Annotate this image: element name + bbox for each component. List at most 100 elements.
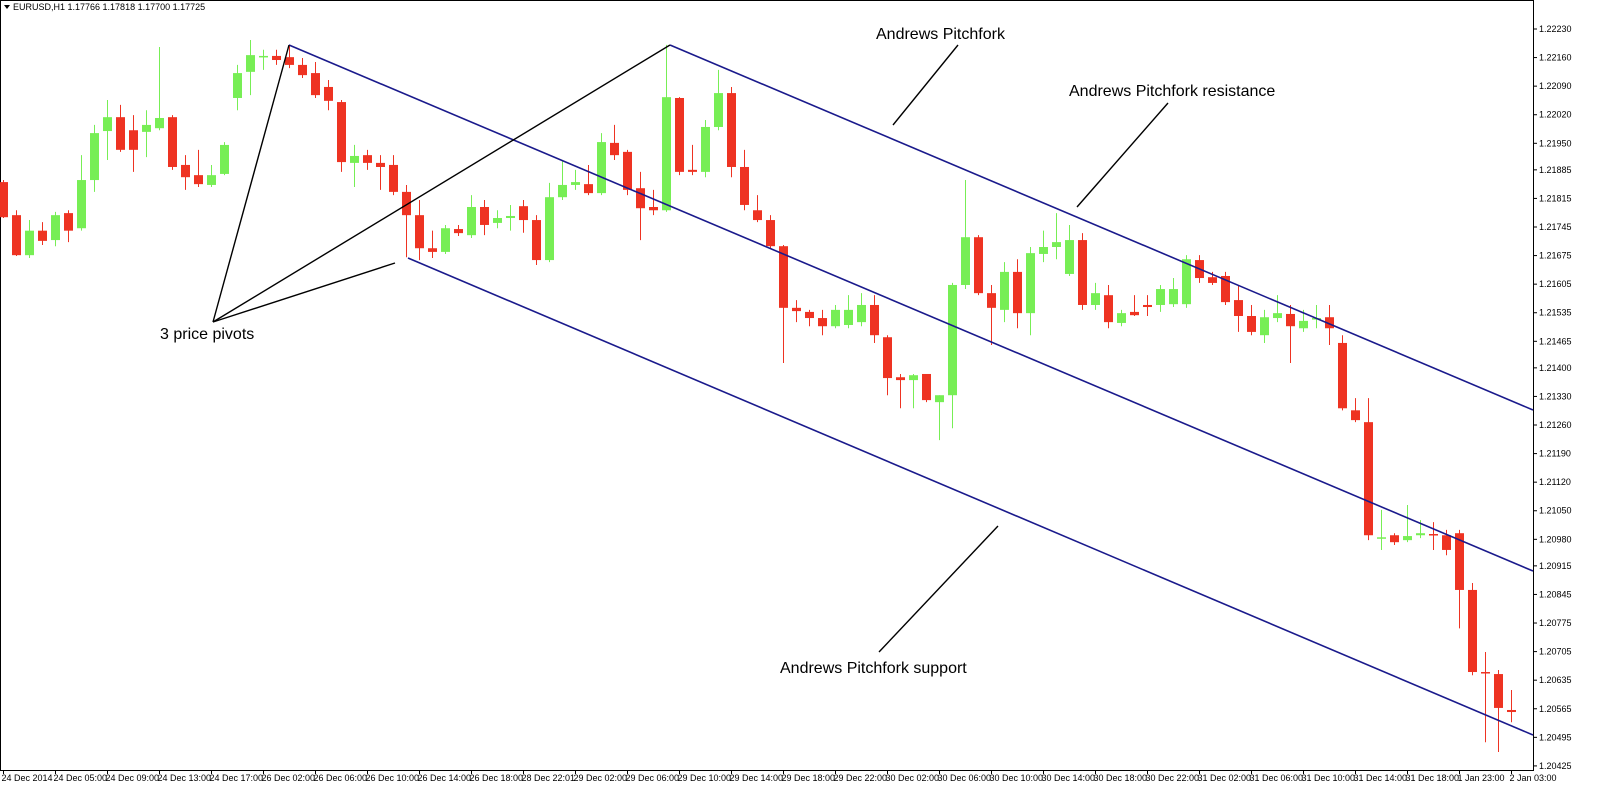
candle-body [857, 304, 866, 323]
candle-body [1221, 275, 1230, 303]
candle-body [272, 55, 281, 61]
candle-body [766, 220, 775, 247]
candle-body [1416, 533, 1425, 536]
candle-body [1442, 535, 1451, 550]
x-tick-label: 29 Dec 06:00 [626, 773, 680, 783]
y-tick-label: 1.21745 [1539, 222, 1572, 232]
y-tick-label: 1.21400 [1539, 363, 1572, 373]
y-tick-label: 1.20980 [1539, 534, 1572, 544]
candle-body [12, 215, 21, 256]
candle-body [597, 142, 606, 194]
x-tick-label: 30 Dec 06:00 [938, 773, 992, 783]
pitchfork [288, 44, 1534, 736]
candle-body [38, 230, 47, 241]
candle-body [129, 130, 138, 150]
x-tick-label: 31 Dec 02:00 [1198, 773, 1252, 783]
y-tick-label: 1.22230 [1539, 24, 1572, 34]
candle-body [870, 304, 879, 336]
plot-frame [0, 0, 1534, 771]
candle-body [1299, 320, 1308, 329]
candle-body [701, 126, 710, 172]
candle-body [519, 206, 528, 221]
candle-body [1052, 242, 1061, 248]
candle-body [376, 162, 385, 167]
candle-body [1390, 535, 1399, 543]
y-tick-label: 1.21535 [1539, 308, 1572, 318]
support-line [407, 257, 1534, 736]
candle-body [298, 64, 307, 76]
candle-body [402, 191, 411, 216]
y-tick-label: 1.21605 [1539, 279, 1572, 289]
x-tick-label: 24 Dec 13:00 [158, 773, 212, 783]
candle-body [142, 124, 151, 132]
candle-body [168, 117, 177, 167]
candle-body [155, 117, 164, 129]
resistance-line [669, 44, 1534, 411]
y-tick-label: 1.21120 [1539, 477, 1571, 487]
candle-body [454, 229, 463, 234]
pivot-line [212, 44, 290, 323]
candle-body [246, 55, 255, 72]
pointer-line [892, 44, 959, 126]
candle-body [181, 164, 190, 178]
x-tick-label: 24 Dec 05:00 [54, 773, 108, 783]
y-tick-label: 1.20425 [1539, 761, 1572, 771]
candle-body [883, 337, 892, 379]
candle-body [116, 117, 125, 150]
candle-body [584, 184, 593, 194]
candle-body [1208, 277, 1217, 283]
candle-body [1078, 240, 1087, 305]
y-tick-label: 1.22160 [1539, 53, 1572, 63]
candle-body [337, 102, 346, 163]
x-tick-label: 30 Dec 02:00 [886, 773, 940, 783]
x-tick-label: 26 Dec 06:00 [314, 773, 368, 783]
candle-body [1247, 316, 1256, 332]
y-tick-label: 1.21190 [1539, 449, 1571, 459]
candle-body [844, 309, 853, 325]
candle-body [259, 55, 268, 58]
candle-body [1065, 240, 1074, 274]
y-tick-label: 1.20495 [1539, 732, 1572, 742]
candle-body [688, 169, 697, 172]
y-tick-label: 1.20565 [1539, 704, 1572, 714]
candle-body [909, 375, 918, 381]
candle-body [1130, 311, 1139, 316]
candle-body [532, 220, 541, 261]
candle-body [1494, 674, 1503, 708]
x-tick-label: 29 Dec 10:00 [678, 773, 732, 783]
x-tick-label: 31 Dec 06:00 [1250, 773, 1304, 783]
candle-body [1156, 289, 1165, 305]
candle-body [623, 151, 632, 190]
y-tick-label: 1.22090 [1539, 81, 1572, 91]
candle-body [324, 86, 333, 101]
x-tick-label: 29 Dec 18:00 [782, 773, 836, 783]
candle-body [1286, 313, 1295, 327]
candle-body [25, 230, 34, 256]
annotation: Andrews Pitchfork [876, 26, 1006, 43]
y-tick-label: 1.20705 [1539, 647, 1572, 657]
candle-body [207, 175, 216, 185]
y-tick-label: 1.21465 [1539, 336, 1572, 346]
candle-body [792, 307, 801, 312]
candle-body [1104, 295, 1113, 323]
x-tick-label: 26 Dec 14:00 [418, 773, 472, 783]
x-tick-label: 29 Dec 14:00 [730, 773, 784, 783]
x-tick-label: 26 Dec 18:00 [470, 773, 524, 783]
y-tick-label: 1.21330 [1539, 391, 1572, 401]
candle-body [727, 93, 736, 167]
x-tick-label: 31 Dec 18:00 [1406, 773, 1460, 783]
candle-body [51, 215, 60, 241]
candle-body [1013, 271, 1022, 314]
candle-body [311, 73, 320, 96]
candle-body [1182, 259, 1191, 305]
annotation: Andrews Pitchfork resistance [1069, 83, 1275, 100]
candle-body [558, 184, 567, 198]
candle-body [922, 373, 931, 401]
candle-body [428, 248, 437, 252]
x-tick-label: 2 Jan 03:00 [1510, 773, 1557, 783]
candle-body [818, 318, 827, 327]
candle-body [1481, 672, 1490, 674]
candle-body [350, 155, 359, 163]
